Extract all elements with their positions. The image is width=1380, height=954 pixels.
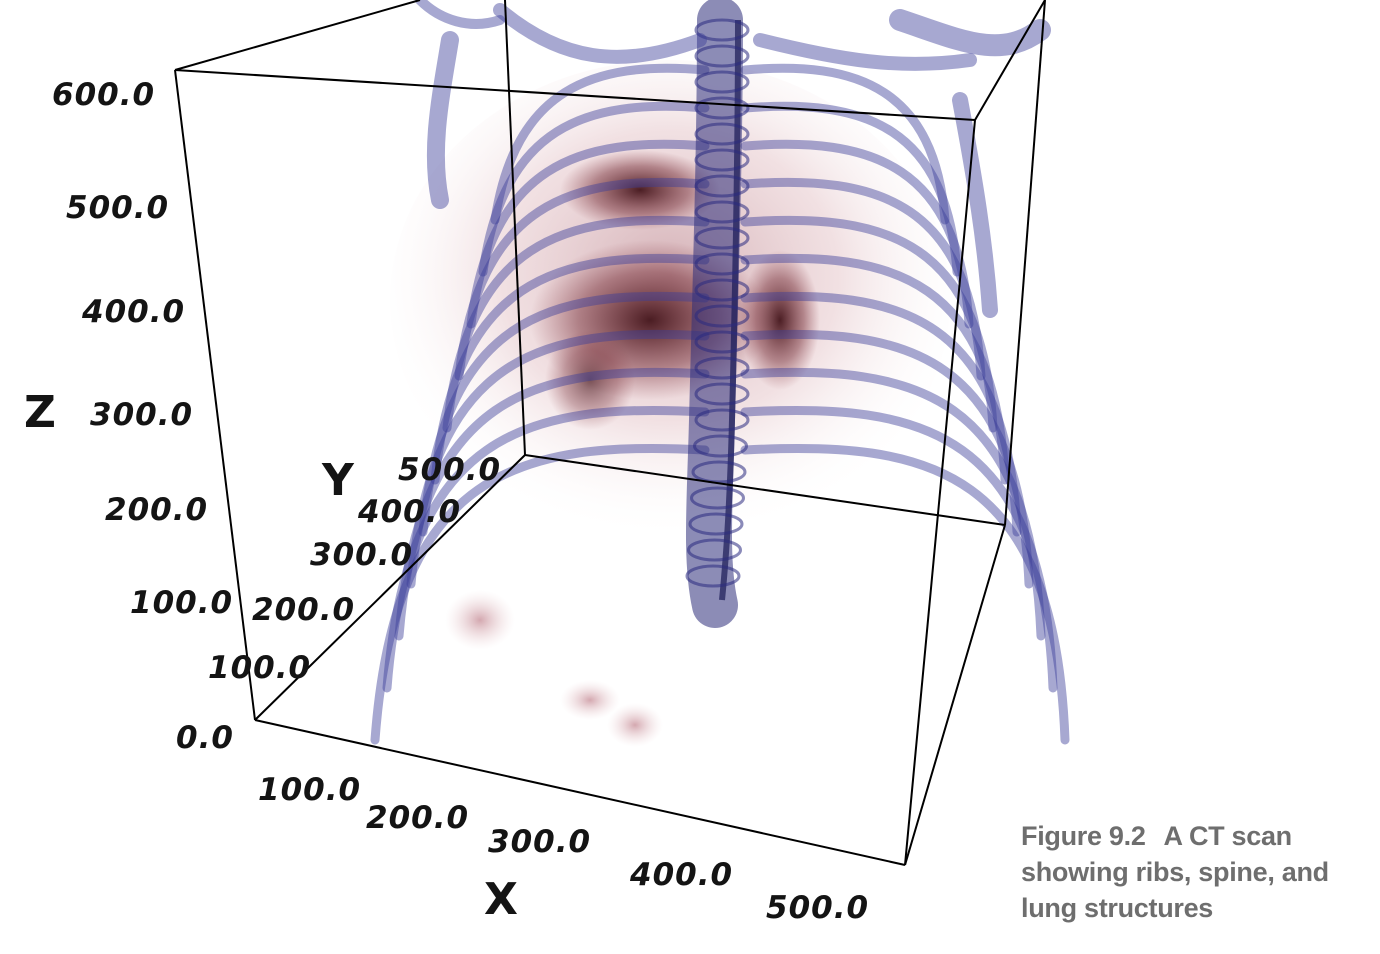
figure-label: Figure 9.2 [1021,821,1146,851]
box-edge [1004,0,1046,526]
vertebra [694,70,750,94]
left-rib [370,443,710,745]
x-tick-label: 200.0 [366,800,469,836]
x-tick-label: 300.0 [488,824,591,860]
left-rib [382,405,710,693]
box-edge [904,119,976,866]
right-rib [740,367,1046,641]
vertebra [694,278,750,302]
box-edge [974,0,1046,121]
box-edge [174,0,421,71]
left-rib [490,63,710,225]
bounding-box [174,0,1046,866]
vertebra [694,304,750,328]
z-axis-ticks: 0.0 100.0 200.0 300.0 400.0 500.0 600.0 [52,77,234,756]
left-rib [466,139,710,329]
right-rib [740,405,1058,693]
x-tick-label: 500.0 [766,890,869,926]
box-edge [174,69,976,121]
vertebra [685,564,741,588]
vertebra [694,330,750,354]
right-rib [740,177,986,381]
box-edge [174,69,256,721]
y-axis-ticks: 100.0 200.0 300.0 400.0 500.0 [208,452,501,686]
vertebra [694,382,750,406]
x-axis-label: X [484,874,518,925]
ribs-layer [370,63,1070,745]
tissue-layer [390,60,950,747]
vertebra [694,252,750,276]
vertebra [691,460,747,484]
right-rib [740,215,998,433]
x-tick-label: 100.0 [258,772,361,808]
vertebra [694,174,750,198]
left-rib [478,101,710,277]
z-tick-label: 500.0 [66,190,169,226]
y-axis-label: Y [321,455,355,506]
figure-caption-text: A CT scan showing ribs, spine, and lung … [1021,821,1329,923]
right-rib [740,253,1010,485]
box-edge [254,719,906,866]
left-rib [394,367,710,641]
vertebra [688,512,744,536]
vertebra [694,96,750,120]
spine-layer [685,0,750,628]
right-rib [740,443,1070,745]
z-tick-label: 300.0 [90,397,193,433]
left-rib [442,215,710,433]
box-edge [504,0,526,456]
shoulder-layer [415,0,1051,318]
z-tick-label: 600.0 [52,77,155,113]
vertebra [694,18,750,42]
z-tick-label: 200.0 [105,492,208,528]
box-edge [254,454,526,721]
vertebra [694,122,750,146]
z-tick-label: 0.0 [176,720,234,756]
x-tick-label: 400.0 [629,857,733,893]
z-axis-label: Z [24,387,56,438]
box-edge [904,524,1006,866]
vertebra [694,44,750,68]
left-rib [454,177,710,381]
vertebra [694,200,750,224]
right-rib [740,63,950,225]
z-tick-label: 400.0 [81,294,185,330]
y-tick-label: 100.0 [208,650,311,686]
right-rib [740,291,1022,537]
vertebra [690,486,745,510]
y-tick-label: 300.0 [310,537,413,573]
y-tick-label: 400.0 [357,494,461,530]
box-edge [524,454,1006,526]
z-tick-label: 100.0 [130,585,233,621]
left-rib [430,253,710,485]
vertebra [693,434,748,458]
vertebra [694,408,750,432]
vertebra [694,148,750,172]
right-rib [740,329,1034,589]
y-tick-label: 500.0 [398,452,501,488]
vertebra [694,356,750,380]
figure-caption: Figure 9.2 A CT scan showing ribs, spine,… [1021,818,1361,926]
left-rib [406,329,710,589]
right-rib [740,101,962,277]
y-tick-label: 200.0 [252,592,355,628]
vertebra [687,538,742,562]
vertebra [694,226,750,250]
left-rib [418,291,710,537]
